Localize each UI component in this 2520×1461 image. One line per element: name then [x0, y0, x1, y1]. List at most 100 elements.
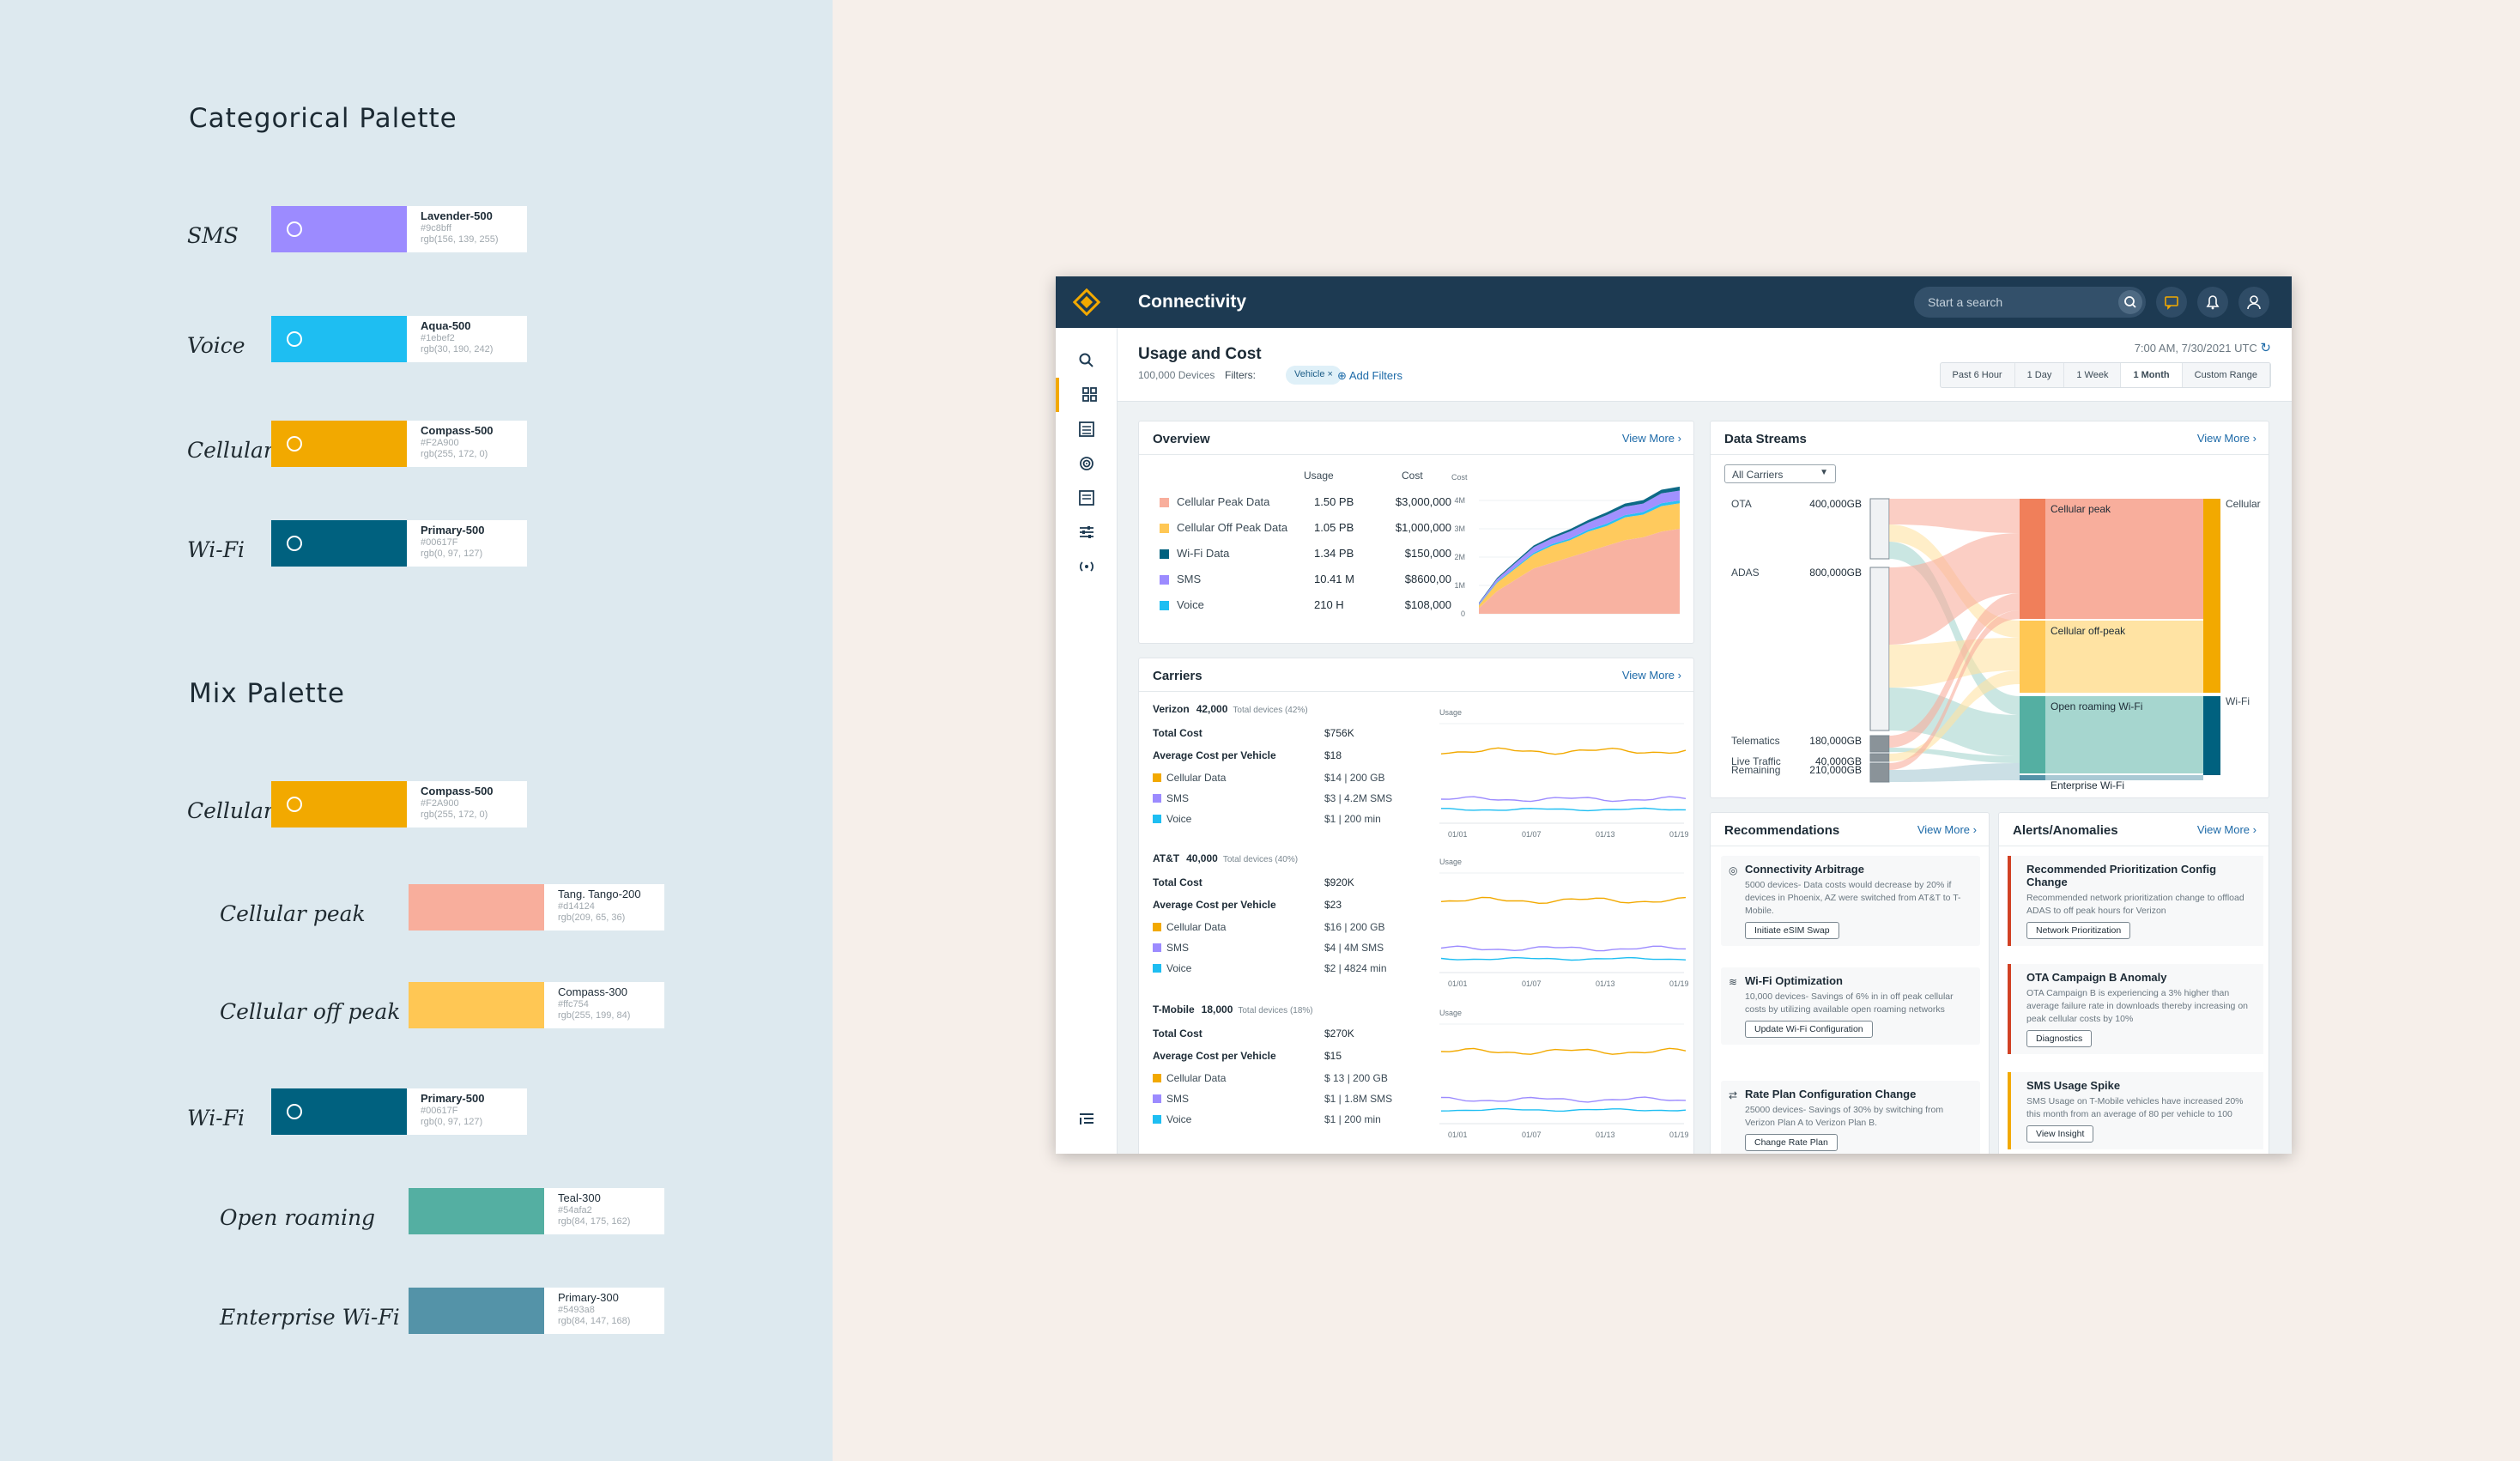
data-streams-view-more[interactable]: View More › — [2197, 432, 2256, 445]
row-label: Wi-Fi Data — [1177, 547, 1230, 560]
usage-axis-label: Usage — [1439, 858, 1462, 866]
carriers-view-more[interactable]: View More › — [1622, 669, 1681, 682]
sub-label-text: SMS — [1166, 792, 1190, 804]
nav-search[interactable] — [1056, 343, 1118, 378]
search-input[interactable]: Start a search — [1914, 287, 2146, 318]
swatch-hex: #00617F — [421, 1106, 458, 1116]
user-icon[interactable] — [2238, 287, 2269, 318]
refresh-icon[interactable]: ↻ — [2260, 341, 2271, 355]
range-option[interactable]: Past 6 Hour — [1941, 363, 2015, 387]
recommendations-view-more[interactable]: View More › — [1917, 823, 1977, 836]
carrier-dropdown[interactable]: All Carriers ▼ — [1724, 464, 1836, 483]
range-option[interactable]: 1 Day — [2015, 363, 2065, 387]
legend-swatch — [1153, 964, 1161, 973]
carrier-sub-value: $4 | 4M SMS — [1324, 942, 1384, 954]
add-filters-button[interactable]: ⊕ Add Filters — [1337, 369, 1402, 383]
carrier-sub-value: $2 | 4824 min — [1324, 962, 1387, 974]
swatch-info: Primary-500 #00617F rgb(0, 97, 127) — [407, 1088, 527, 1135]
carriers-title: Carriers — [1153, 669, 1202, 683]
carrier-sub-value: $1 | 200 min — [1324, 1113, 1381, 1125]
swatch-name: Compass-300 — [558, 985, 627, 998]
alert-action-button[interactable]: Diagnostics — [2026, 1030, 2093, 1047]
chevron-right-icon: › — [2252, 823, 2256, 836]
right-node-cellular — [2203, 499, 2220, 693]
color-swatch — [271, 520, 407, 567]
x-tick-label: 01/19 — [1669, 830, 1688, 839]
circle-icon — [287, 331, 302, 347]
recommendation-action-button[interactable]: Change Rate Plan — [1745, 1134, 1838, 1151]
circle-icon — [287, 1104, 302, 1119]
swatch-info: Tang. Tango-200 #d14124 rgb(209, 65, 36) — [544, 884, 664, 931]
recommendation-item: ⇄ Rate Plan Configuration Change 25000 dev… — [1721, 1081, 1980, 1154]
source-node — [1869, 498, 1890, 560]
view-more-label: View More — [2196, 432, 2250, 445]
mix-palette-title: Mix Palette — [189, 678, 345, 709]
nav-reports[interactable] — [1056, 412, 1118, 446]
alert-desc: OTA Campaign B is experiencing a 3% high… — [2026, 988, 2248, 1024]
source-node — [1869, 567, 1890, 731]
close-icon[interactable]: × — [1327, 369, 1333, 379]
carrier-count: 42,000 — [1196, 703, 1228, 715]
row-label: Cellular Peak Data — [1177, 495, 1270, 508]
nav-documents[interactable] — [1056, 481, 1118, 515]
source-node — [1869, 762, 1890, 783]
source-label: OTA — [1731, 498, 1752, 510]
overview-card: Overview View More › Usage Cost Cellular… — [1138, 421, 1694, 644]
swatch-hex: #9c8bff — [421, 223, 451, 233]
carrier-sub-label: SMS — [1153, 792, 1190, 804]
total-cost-value: $756K — [1324, 727, 1354, 739]
x-tick-label: 01/01 — [1448, 979, 1468, 988]
app-logo-icon[interactable] — [1073, 288, 1100, 316]
add-filters-label: Add Filters — [1348, 369, 1402, 382]
filter-chip-label: Vehicle — [1294, 369, 1325, 379]
swatch-label: Cellular peak — [220, 901, 366, 926]
page-title: Usage and Cost — [1138, 345, 1262, 363]
range-option[interactable]: 1 Week — [2064, 363, 2122, 387]
alert-action-button[interactable]: View Insight — [2026, 1125, 2094, 1143]
filter-chip-vehicle[interactable]: Vehicle × — [1286, 366, 1342, 385]
legend-swatch — [1153, 794, 1161, 803]
alert-action-button[interactable]: Network Prioritization — [2026, 922, 2131, 939]
document-icon — [1079, 490, 1094, 506]
alert-item: OTA Campaign B Anomaly OTA Campaign B is … — [2008, 964, 2263, 1054]
range-option[interactable]: Custom Range — [2183, 363, 2270, 387]
range-option[interactable]: 1 Month — [2121, 363, 2183, 387]
carrier-header: AT&T 40,000 Total devices (40%) — [1153, 852, 1298, 864]
recommendation-action-button[interactable]: Update Wi-Fi Configuration — [1745, 1021, 1873, 1038]
middle-node — [2020, 621, 2045, 693]
chevron-right-icon: › — [1972, 823, 1977, 836]
data-streams-card: Data Streams View More › All Carriers ▼ … — [1710, 421, 2269, 798]
nav-settings[interactable] — [1056, 515, 1118, 549]
voice-line — [1441, 1109, 1686, 1112]
middle-label: Cellular peak — [2051, 503, 2111, 515]
carrier-sub-value: $1 | 1.8M SMS — [1324, 1093, 1393, 1105]
cellular-line — [1441, 898, 1686, 904]
recommendation-action-button[interactable]: Initiate eSIM Swap — [1745, 922, 1839, 939]
x-tick-label: 01/13 — [1596, 979, 1615, 988]
middle-flow — [2045, 621, 2203, 693]
swatch-label: Wi-Fi — [187, 537, 245, 562]
middle-flow — [2045, 499, 2203, 619]
avg-cost-label: Average Cost per Vehicle — [1153, 1050, 1276, 1062]
swatch-rgb: rgb(30, 190, 242) — [421, 344, 494, 355]
divider — [1711, 454, 2269, 455]
overview-row: Cellular Off Peak Data 1.05 PB $1,000,000 — [1160, 521, 1451, 538]
nav-collapse[interactable] — [1056, 1102, 1118, 1137]
nav-dashboard[interactable] — [1056, 378, 1118, 412]
circle-icon — [287, 797, 302, 812]
row-label: Voice — [1177, 598, 1204, 611]
bell-icon[interactable] — [2197, 287, 2228, 318]
search-icon[interactable] — [2118, 290, 2142, 314]
swatch-name: Tang. Tango-200 — [558, 888, 641, 900]
nav-signals[interactable] — [1056, 446, 1118, 481]
overview-view-more[interactable]: View More › — [1622, 432, 1681, 445]
chat-icon[interactable] — [2156, 287, 2187, 318]
carrier-usage-chart: Usage 01/01 01/07 01/13 01/19 — [1439, 858, 1688, 988]
nav-connectivity[interactable] — [1056, 549, 1118, 584]
swatch-name: Primary-500 — [421, 524, 485, 537]
total-cost-label: Total Cost — [1153, 876, 1202, 888]
carrier-count: 40,000 — [1186, 852, 1218, 864]
recommendation-title: Wi-Fi Optimization — [1745, 974, 1843, 987]
swatch-rgb: rgb(255, 172, 0) — [421, 809, 488, 820]
alerts-view-more[interactable]: View More › — [2197, 823, 2256, 836]
